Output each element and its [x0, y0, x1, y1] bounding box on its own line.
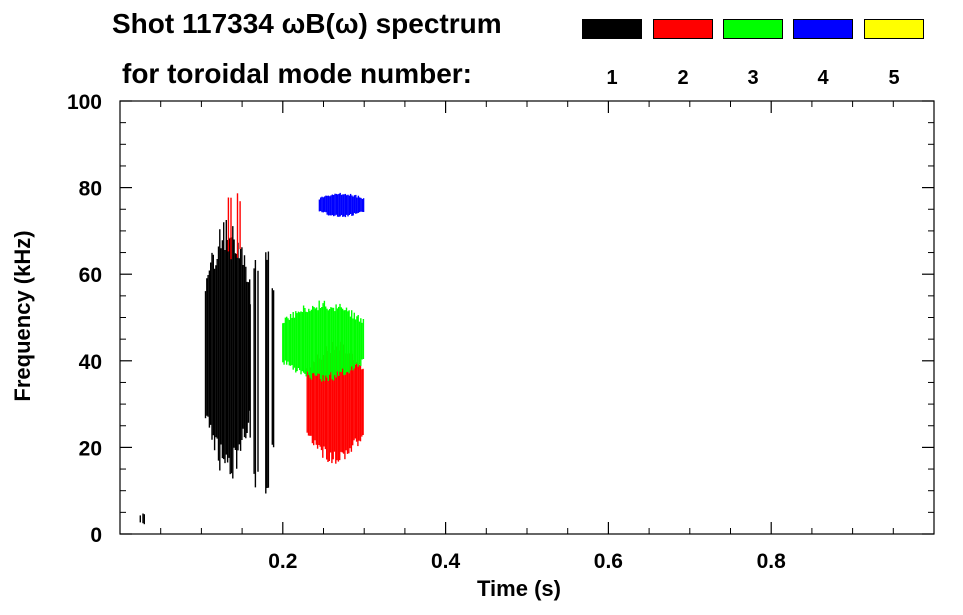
- mode-1-region-1: [249, 251, 275, 494]
- legend-swatch-mode-3: [723, 19, 783, 39]
- x-tick-label-2: 0.6: [594, 550, 623, 573]
- legend-swatch-mode-4: [793, 19, 853, 39]
- y-tick-label-3: 60: [79, 264, 102, 287]
- legend-swatch-mode-5: [864, 19, 924, 39]
- x-tick-label-1: 0.4: [431, 550, 461, 573]
- legend-label-mode-5: 5: [888, 67, 900, 89]
- x-tick-label-0: 0.2: [268, 550, 297, 573]
- legend-label-mode-2: 2: [677, 67, 689, 89]
- mode-3-region-5: [282, 300, 365, 382]
- chart-subtitle: for toroidal mode number:: [122, 58, 472, 89]
- legend-label-mode-4: 4: [817, 67, 829, 89]
- mode-4-region-6: [318, 192, 365, 218]
- legend-label-mode-3: 3: [747, 67, 759, 89]
- y-tick-label-5: 100: [67, 91, 102, 114]
- legend-swatch-mode-2: [653, 19, 713, 39]
- y-tick-label-2: 40: [79, 351, 102, 374]
- y-axis-label: Frequency (kHz): [10, 230, 35, 402]
- y-tick-label-0: 0: [90, 524, 102, 547]
- y-tick-label-4: 80: [79, 178, 102, 201]
- mode-2-region-3: [227, 193, 241, 260]
- legend-swatch-mode-1: [582, 19, 642, 39]
- x-tick-label-3: 0.8: [757, 550, 787, 573]
- mode-1-region-2: [139, 513, 146, 525]
- y-tick-label-1: 20: [79, 437, 102, 460]
- legend-label-mode-1: 1: [606, 67, 618, 89]
- x-axis-label: Time (s): [477, 576, 561, 601]
- mode-1-region-0: [204, 220, 251, 479]
- chart-title: Shot 117334 ωB(ω) spectrum: [112, 8, 502, 39]
